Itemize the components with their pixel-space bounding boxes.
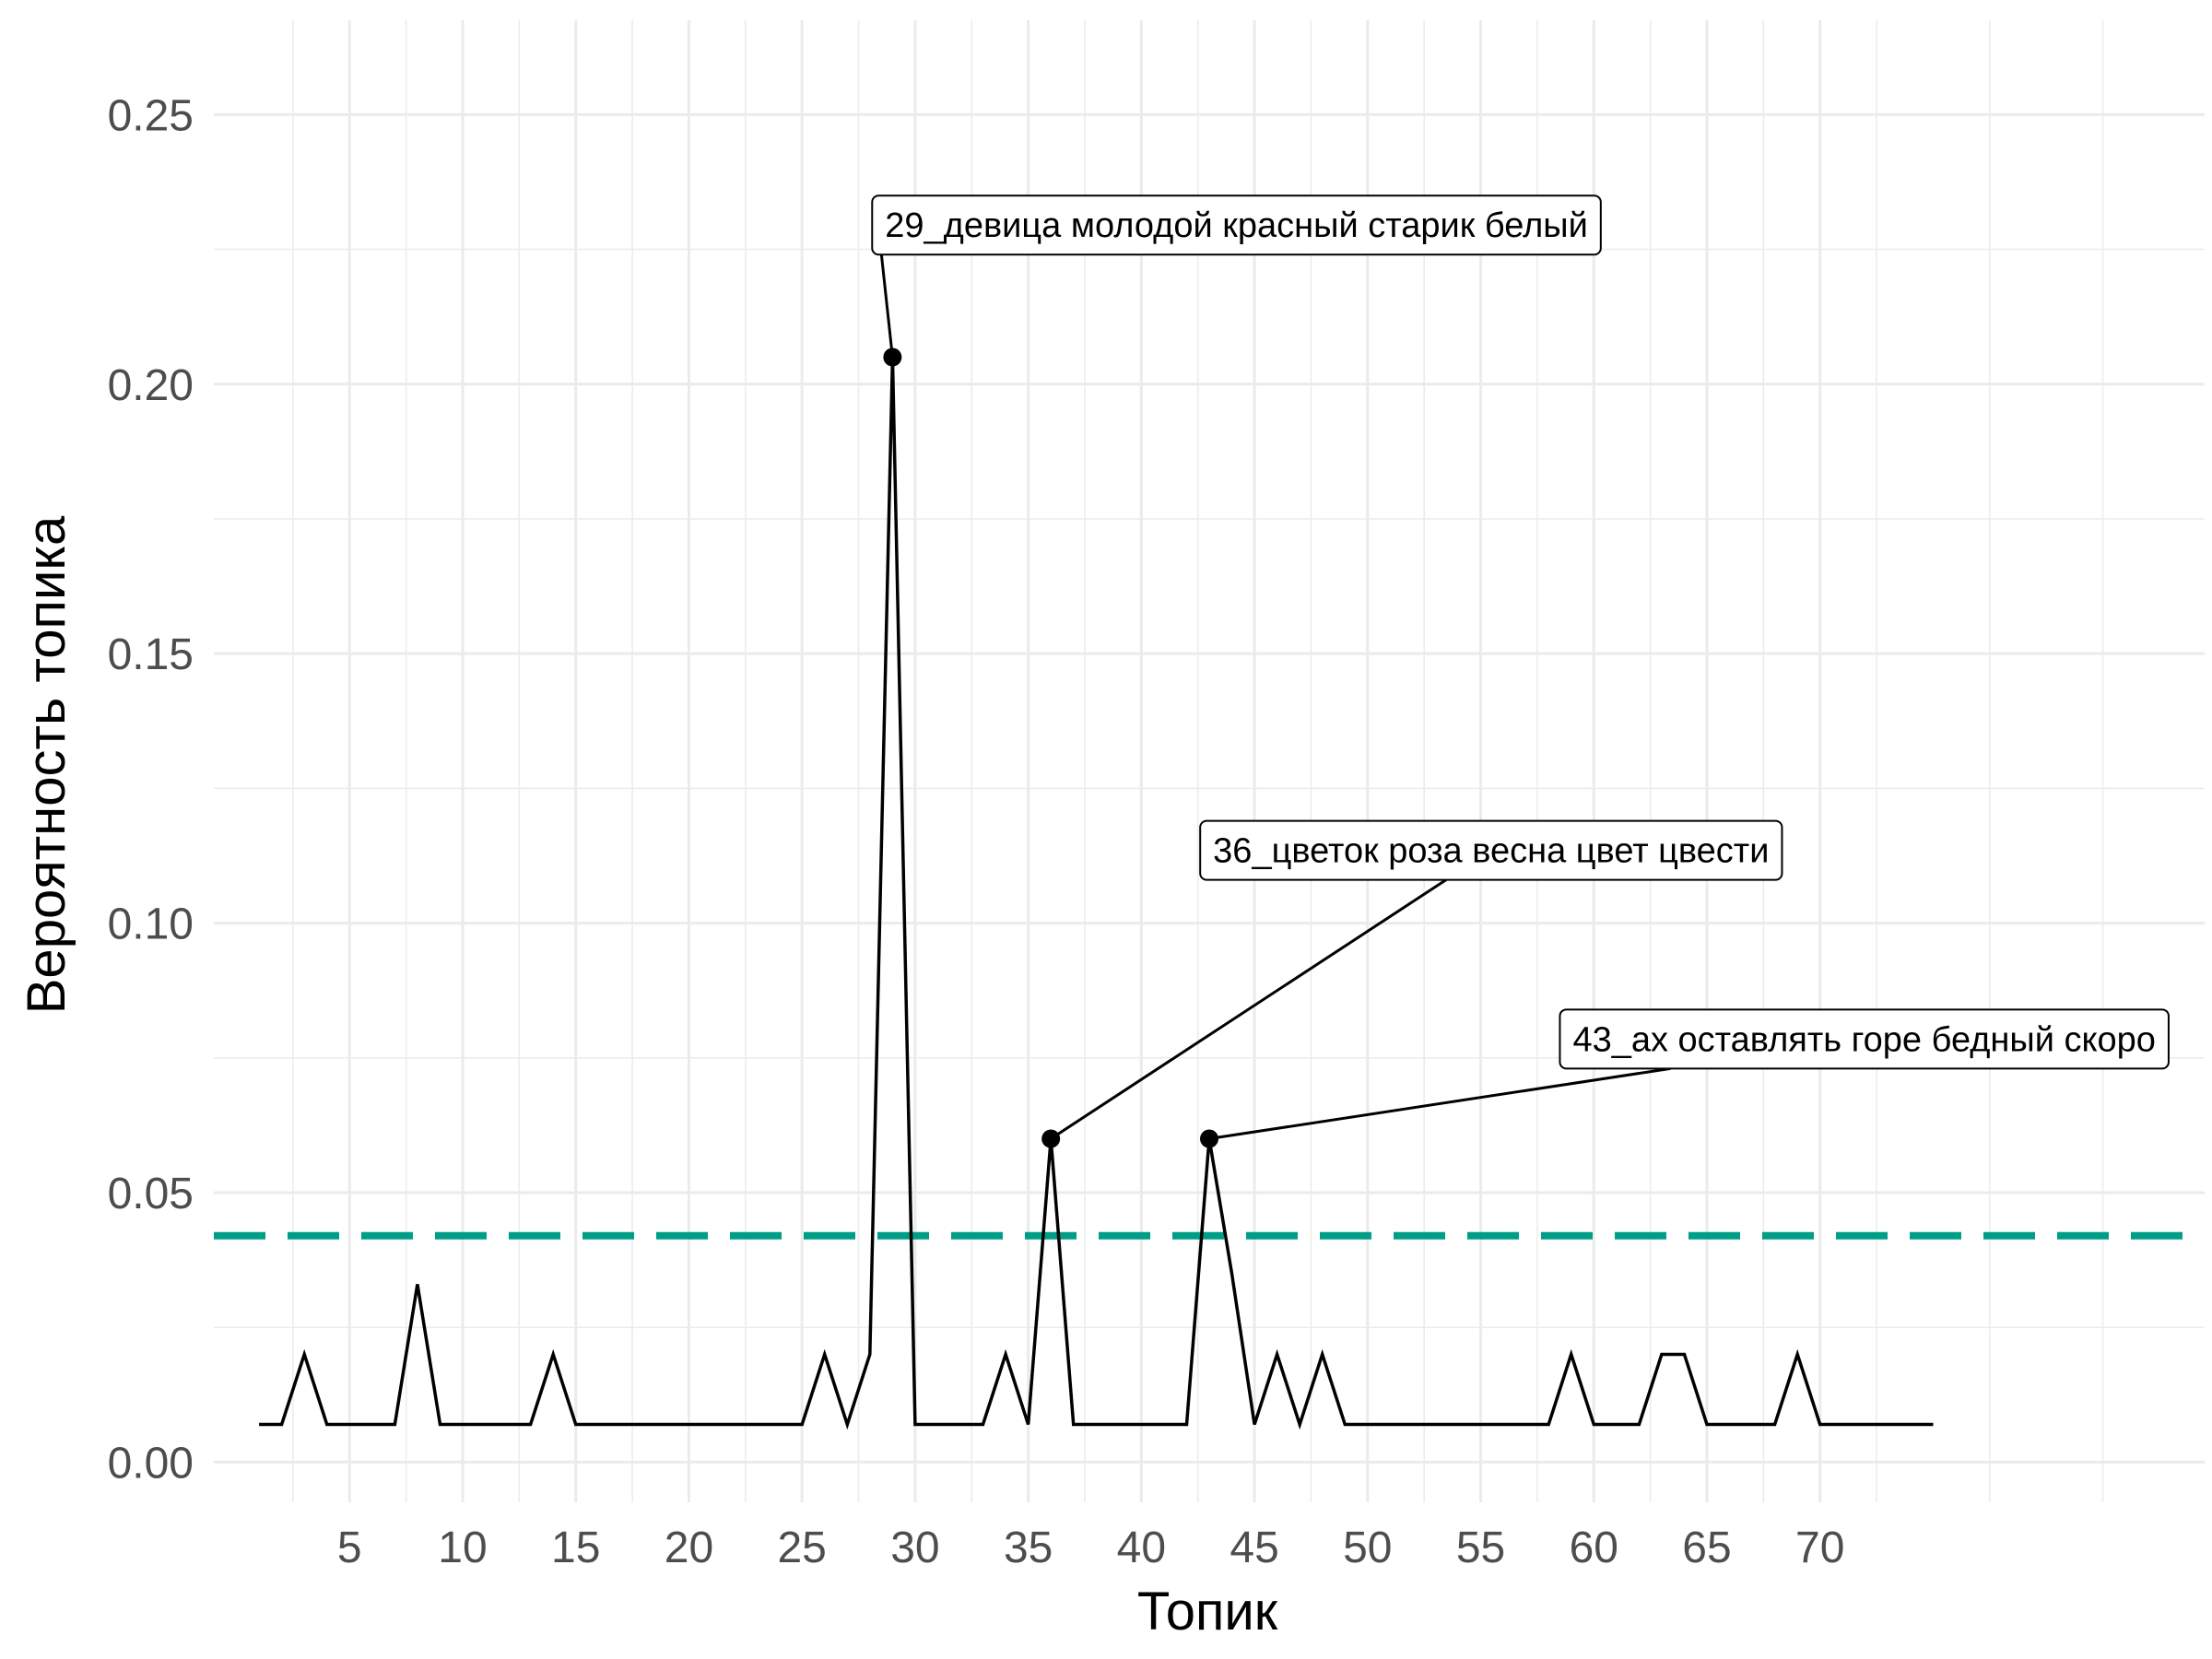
- x-axis-tick-labels: 5 10 15 20 25 30 35 40 45 50 55 60 65 70: [337, 1524, 1845, 1572]
- x-tick-label: 70: [1795, 1524, 1844, 1572]
- x-tick-label: 15: [551, 1524, 600, 1572]
- x-tick-label: 10: [438, 1524, 487, 1572]
- annotation-point: [1041, 1129, 1061, 1148]
- annotation-label: 29_девица молодой красный старик белый: [885, 206, 1588, 245]
- x-tick-label: 40: [1117, 1524, 1166, 1572]
- x-tick-label: 50: [1343, 1524, 1392, 1572]
- x-tick-label: 5: [337, 1524, 362, 1572]
- x-tick-label: 30: [890, 1524, 939, 1572]
- annotation-box: [1199, 819, 1783, 881]
- annotation: 36_цветок роза весна цвет цвести: [1041, 819, 1783, 1148]
- annotation-point: [883, 347, 902, 367]
- annotation-point: [1200, 1129, 1218, 1148]
- annotation-leader-line: [1050, 878, 1447, 1140]
- series-layer: [259, 357, 1934, 1430]
- x-tick-label: 20: [665, 1524, 713, 1572]
- major-gridlines: [214, 20, 2205, 1502]
- series-line: [259, 357, 1934, 1430]
- x-tick-label: 60: [1570, 1524, 1618, 1572]
- annotation-leader-line: [1208, 1066, 1671, 1141]
- y-tick-label: 0.20: [108, 361, 194, 410]
- y-axis-tick-labels: 0.00 0.05 0.10 0.15 0.20 0.25: [108, 91, 194, 1488]
- annotation-label: 43_ах оставлять горе бедный скоро: [1572, 1020, 2156, 1059]
- annotation-box: [1559, 1008, 2170, 1070]
- x-tick-label: 55: [1456, 1524, 1505, 1572]
- annotation-label: 36_цветок роза весна цвет цвести: [1213, 832, 1769, 871]
- x-tick-label: 25: [777, 1524, 826, 1572]
- y-tick-label: 0.10: [108, 900, 194, 949]
- x-tick-label: 65: [1682, 1524, 1731, 1572]
- y-tick-label: 0.25: [108, 91, 194, 140]
- y-tick-label: 0.15: [108, 630, 194, 679]
- y-axis-title: Вероятность топика: [17, 515, 76, 1014]
- annotation: 29_девица молодой красный старик белый: [871, 194, 1602, 367]
- x-tick-label: 45: [1230, 1524, 1278, 1572]
- annotation: 43_ах оставлять горе бедный скоро: [1200, 1008, 2170, 1148]
- annotation-leader-line: [879, 254, 894, 358]
- annotation-box: [871, 194, 1602, 256]
- y-tick-label: 0.05: [108, 1170, 194, 1218]
- y-tick-label: 0.00: [108, 1439, 194, 1488]
- x-tick-label: 35: [1004, 1524, 1053, 1572]
- x-axis-title: Топик: [1137, 1582, 1278, 1641]
- annotation-layer: 29_девица молодой красный старик белый 36…: [871, 194, 2170, 1148]
